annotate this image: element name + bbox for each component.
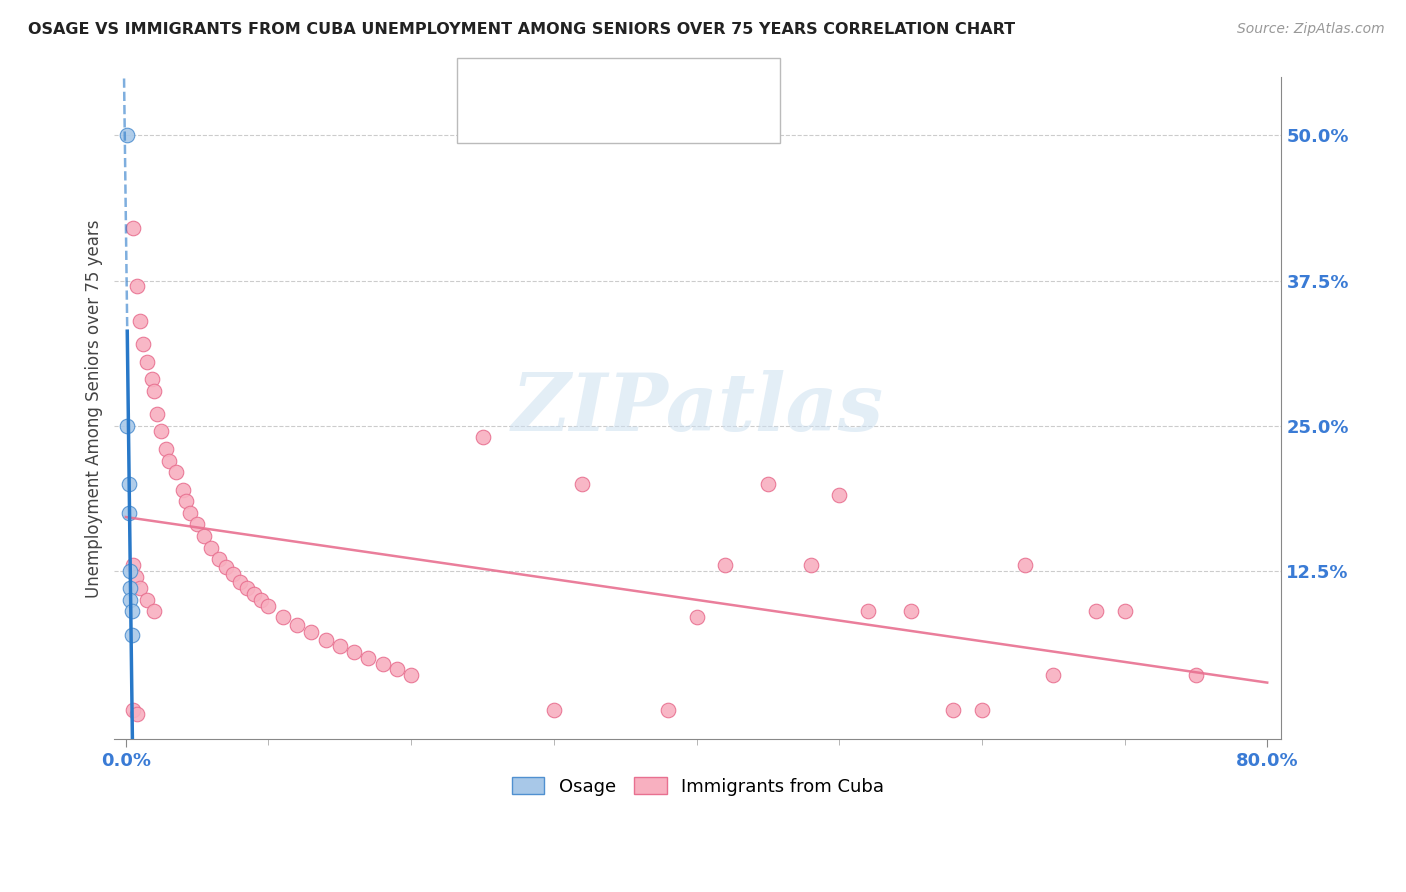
Point	[385, 663, 408, 677]
Text: ZIPatlas: ZIPatlas	[512, 369, 884, 447]
Y-axis label: Unemployment Among Seniors over 75 years: Unemployment Among Seniors over 75 years	[86, 219, 103, 598]
Text: R = 0.419   N = 9: R = 0.419 N = 9	[523, 72, 682, 90]
Point	[900, 604, 922, 618]
Point	[657, 703, 679, 717]
Point	[120, 592, 142, 607]
Point	[215, 560, 238, 574]
Point	[122, 558, 145, 572]
Point	[714, 558, 737, 572]
Point	[121, 604, 143, 618]
Point	[118, 476, 141, 491]
Point	[136, 592, 159, 607]
Point	[120, 564, 142, 578]
Point	[471, 430, 494, 444]
Text: R = -0.116   N = 61: R = -0.116 N = 61	[523, 111, 700, 128]
Point	[285, 618, 308, 632]
Point	[1085, 604, 1108, 618]
Point	[828, 488, 851, 502]
Point	[120, 581, 142, 595]
Point	[800, 558, 823, 572]
Point	[136, 355, 159, 369]
Point	[132, 337, 155, 351]
Point	[329, 639, 352, 653]
Point	[1114, 604, 1136, 618]
Point	[150, 425, 173, 439]
Point	[143, 604, 166, 618]
Legend: Osage, Immigrants from Cuba: Osage, Immigrants from Cuba	[505, 770, 891, 803]
Point	[165, 465, 187, 479]
Point	[143, 384, 166, 398]
Point	[299, 625, 322, 640]
Point	[121, 627, 143, 641]
Text: OSAGE VS IMMIGRANTS FROM CUBA UNEMPLOYMENT AMONG SENIORS OVER 75 YEARS CORRELATI: OSAGE VS IMMIGRANTS FROM CUBA UNEMPLOYME…	[28, 22, 1015, 37]
Point	[207, 552, 229, 566]
Point	[174, 494, 197, 508]
Point	[343, 645, 366, 659]
Point	[243, 587, 266, 601]
FancyBboxPatch shape	[482, 107, 510, 132]
Point	[157, 453, 180, 467]
Point	[117, 128, 139, 143]
Point	[141, 372, 163, 386]
Point	[117, 418, 139, 433]
Point	[685, 610, 707, 624]
Point	[1185, 668, 1208, 682]
Point	[250, 592, 273, 607]
Point	[257, 599, 280, 613]
Point	[756, 476, 779, 491]
Point	[155, 442, 177, 456]
Point	[271, 610, 294, 624]
FancyBboxPatch shape	[482, 69, 510, 94]
Point	[122, 221, 145, 235]
Point	[200, 541, 222, 555]
Point	[222, 567, 245, 582]
Point	[172, 483, 194, 497]
Point	[186, 517, 208, 532]
Point	[543, 703, 565, 717]
Point	[315, 633, 337, 648]
Point	[399, 668, 422, 682]
Point	[179, 506, 201, 520]
Point	[357, 651, 380, 665]
Point	[129, 314, 152, 328]
Point	[122, 703, 145, 717]
Point	[970, 703, 993, 717]
Point	[1042, 668, 1064, 682]
Point	[371, 657, 394, 671]
Point	[1014, 558, 1036, 572]
Text: Source: ZipAtlas.com: Source: ZipAtlas.com	[1237, 22, 1385, 37]
Point	[942, 703, 965, 717]
Point	[146, 407, 169, 421]
Point	[571, 476, 593, 491]
Point	[236, 581, 259, 595]
Point	[118, 506, 141, 520]
Point	[127, 279, 149, 293]
Point	[229, 575, 252, 590]
Point	[125, 569, 148, 583]
Point	[127, 706, 149, 721]
Point	[193, 529, 215, 543]
Point	[129, 581, 152, 595]
Point	[856, 604, 879, 618]
